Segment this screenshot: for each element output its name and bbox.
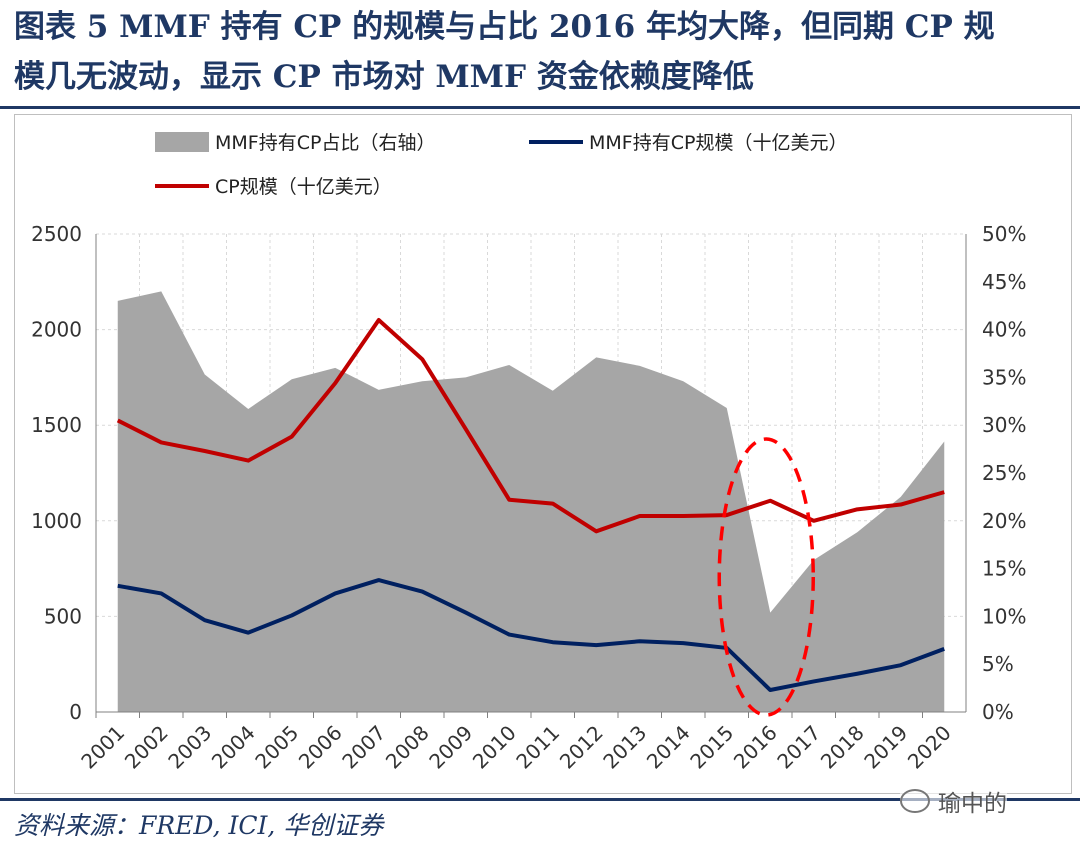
legend-label-cp: CP规模（十亿美元） <box>215 176 392 198</box>
watermark: 瑜中的 <box>900 784 1007 818</box>
watermark-text: 瑜中的 <box>938 791 1007 817</box>
y-right-tick-label: 20% <box>982 509 1026 533</box>
x-tick-label: 2013 <box>598 721 651 774</box>
legend-swatch-holdings <box>529 139 583 144</box>
y-left-tick-label: 1000 <box>31 509 82 533</box>
title-line-2: 模几无波动，显示 CP 市场对 MMF 资金依赖度降低 <box>14 59 754 95</box>
y-right-tick-label: 40% <box>982 318 1026 342</box>
legend-swatch-cp <box>155 183 209 188</box>
y-right-tick-label: 5% <box>982 652 1014 676</box>
legend-item-cp: CP规模（十亿美元） <box>155 172 392 199</box>
y-right-tick-label: 50% <box>982 222 1026 246</box>
x-tick-label: 2005 <box>250 721 303 774</box>
x-tick-label: 2015 <box>685 721 738 774</box>
x-tick-label: 2002 <box>120 721 173 774</box>
y-left-tick-label: 2000 <box>31 318 82 342</box>
legend: MMF持有CP占比（右轴） MMF持有CP规模（十亿美元） CP规模（十亿美元） <box>155 124 955 204</box>
footer-divider <box>0 798 1080 801</box>
x-tick-label: 2014 <box>642 721 695 774</box>
legend-label-share: MMF持有CP占比（右轴） <box>215 132 436 154</box>
y-left-tick-label: 500 <box>44 604 82 628</box>
y-right-tick-label: 0% <box>982 700 1014 724</box>
x-tick-label: 2006 <box>294 721 347 774</box>
chart-title: 图表 5 MMF 持有 CP 的规模与占比 2016 年均大降，但同期 CP 规… <box>14 2 1074 102</box>
x-tick-label: 2004 <box>207 721 260 774</box>
highlight-ellipse-2016 <box>717 437 815 717</box>
x-tick-label: 2020 <box>903 721 956 774</box>
x-tick-label: 2003 <box>163 721 216 774</box>
line-series-cp-outstanding <box>116 318 945 534</box>
x-tick-label: 2008 <box>381 721 434 774</box>
title-line-1: 图表 5 MMF 持有 CP 的规模与占比 2016 年均大降，但同期 CP 规 <box>14 9 995 45</box>
legend-swatch-area <box>155 131 209 152</box>
x-tick-label: 2011 <box>511 721 564 774</box>
source-note: 资料来源：FRED, ICI, 华创证券 <box>14 811 384 840</box>
y-right-tick-label: 25% <box>982 461 1026 485</box>
y-right-tick-label: 30% <box>982 413 1026 437</box>
y-right-tick-label: 35% <box>982 365 1026 389</box>
y-right-tick-label: 45% <box>982 270 1026 294</box>
legend-item-share: MMF持有CP占比（右轴） <box>155 128 435 155</box>
x-tick-label: 2001 <box>76 721 129 774</box>
wechat-icon <box>900 789 930 813</box>
x-tick-label: 2017 <box>772 721 825 774</box>
x-tick-label: 2019 <box>859 721 912 774</box>
y-left-tick-label: 2500 <box>31 222 82 246</box>
legend-item-holdings: MMF持有CP规模（十亿美元） <box>529 128 847 155</box>
x-tick-label: 2009 <box>424 721 477 774</box>
x-tick-label: 2018 <box>816 721 869 774</box>
x-tick-label: 2012 <box>555 721 608 774</box>
chart-frame <box>14 114 1072 794</box>
y-right-tick-label: 10% <box>982 604 1026 628</box>
line-series-mmf-cp-holdings <box>117 578 945 693</box>
x-tick-label: 2010 <box>468 721 521 774</box>
x-tick-label: 2016 <box>729 721 782 774</box>
y-right-tick-label: 15% <box>982 557 1026 581</box>
title-divider <box>0 106 1080 109</box>
x-tick-label: 2007 <box>337 721 390 774</box>
y-left-tick-label: 0 <box>69 700 82 724</box>
y-left-tick-label: 1500 <box>31 413 82 437</box>
legend-label-holdings: MMF持有CP规模（十亿美元） <box>589 132 848 154</box>
